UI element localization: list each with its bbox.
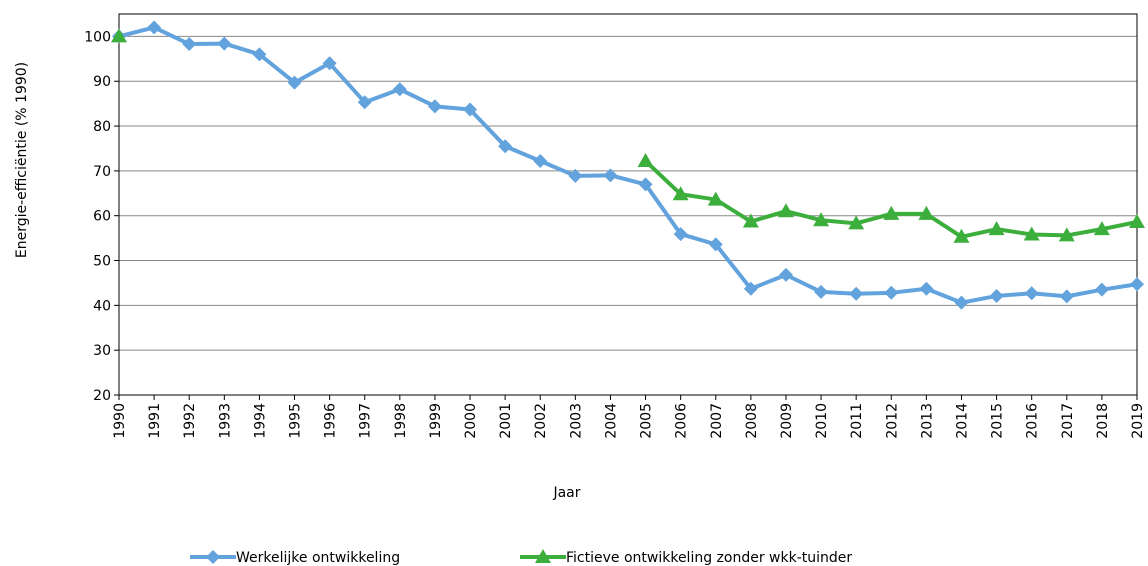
- x-tick-label: 2011: [849, 403, 865, 439]
- x-tick-label: 2002: [533, 403, 549, 439]
- x-axis-title: Jaar: [552, 485, 580, 501]
- x-tick-label: 1993: [217, 403, 233, 439]
- marker: [533, 154, 548, 169]
- marker: [498, 139, 513, 154]
- marker: [1024, 286, 1039, 301]
- marker: [884, 285, 899, 300]
- x-tick-label: 2014: [954, 403, 970, 439]
- x-tick-label: 2007: [709, 403, 725, 439]
- marker: [954, 295, 969, 310]
- marker: [989, 288, 1004, 303]
- y-tick-label: 80: [93, 119, 111, 135]
- marker: [953, 228, 970, 243]
- marker: [1023, 226, 1040, 241]
- marker: [147, 20, 162, 35]
- x-tick-label: 2015: [990, 403, 1006, 439]
- marker: [672, 186, 689, 201]
- marker: [918, 205, 935, 220]
- marker: [217, 36, 232, 51]
- x-tick-label: 1996: [323, 403, 339, 439]
- marker: [392, 82, 407, 97]
- marker: [919, 281, 934, 296]
- marker: [707, 191, 724, 206]
- y-tick-label: 40: [93, 298, 111, 314]
- x-tick-label: 2009: [779, 403, 795, 439]
- x-tick-label: 2012: [884, 403, 900, 439]
- marker: [111, 28, 127, 43]
- marker: [1130, 277, 1144, 292]
- x-tick-label: 2003: [568, 403, 584, 439]
- x-tick-label: 2000: [463, 403, 479, 439]
- x-tick-label: 1991: [147, 403, 163, 439]
- marker: [883, 205, 900, 220]
- legend-item: Werkelijke ontwikkeling: [190, 550, 400, 566]
- marker: [813, 212, 830, 227]
- marker: [1094, 282, 1109, 297]
- marker: [252, 47, 267, 62]
- x-tick-label: 2001: [498, 403, 514, 439]
- marker: [322, 56, 337, 71]
- x-tick-label: 2005: [639, 403, 655, 439]
- marker: [182, 37, 197, 52]
- x-tick-label: 2017: [1060, 403, 1076, 439]
- marker: [1059, 289, 1074, 304]
- marker: [988, 221, 1005, 236]
- x-tick-label: 2004: [603, 403, 619, 439]
- marker: [1093, 221, 1110, 236]
- x-tick-label: 2008: [744, 403, 760, 439]
- marker: [357, 95, 372, 110]
- x-tick-label: 1994: [252, 403, 268, 439]
- marker: [778, 267, 793, 282]
- x-tick-label: 1995: [288, 403, 304, 439]
- x-tick-label: 1992: [182, 403, 198, 439]
- marker: [814, 284, 829, 299]
- x-tick-label: 1999: [428, 403, 444, 439]
- legend-label: Werkelijke ontwikkeling: [236, 550, 400, 566]
- y-tick-label: 60: [93, 209, 111, 225]
- marker: [206, 550, 220, 564]
- marker: [743, 281, 758, 296]
- y-tick-label: 30: [93, 343, 111, 359]
- marker: [287, 75, 302, 90]
- marker: [535, 549, 551, 563]
- marker: [427, 99, 442, 114]
- y-axis-title: Energie-efficiëntie (% 1990): [14, 62, 30, 258]
- y-tick-label: 20: [93, 388, 111, 404]
- y-tick-label: 70: [93, 164, 111, 180]
- legend-label: Fictieve ontwikkeling zonder wkk-tuinder: [566, 550, 852, 566]
- marker: [708, 237, 723, 252]
- legend-item: Fictieve ontwikkeling zonder wkk-tuinder: [520, 549, 852, 566]
- marker: [637, 153, 654, 168]
- x-tick-label: 2010: [814, 403, 830, 439]
- x-tick-label: 1990: [112, 403, 128, 439]
- x-tick-label: 2016: [1025, 403, 1041, 439]
- x-tick-label: 2006: [674, 403, 690, 439]
- marker: [1129, 213, 1145, 228]
- marker: [742, 213, 759, 228]
- marker: [848, 215, 865, 230]
- marker: [638, 177, 653, 192]
- y-tick-label: 100: [84, 29, 111, 45]
- marker: [603, 168, 618, 183]
- series-line: [118, 25, 1138, 305]
- marker: [777, 203, 794, 218]
- y-tick-label: 90: [93, 74, 111, 90]
- x-tick-label: 2018: [1095, 403, 1111, 439]
- x-tick-label: 2013: [919, 403, 935, 439]
- x-tick-label: 2019: [1130, 403, 1146, 439]
- marker: [568, 168, 583, 183]
- marker: [1058, 227, 1075, 242]
- y-tick-label: 50: [93, 254, 111, 270]
- marker: [463, 102, 478, 117]
- plot-area: [118, 13, 1138, 396]
- x-tick-label: 1998: [393, 403, 409, 439]
- marker: [673, 227, 688, 242]
- marker: [849, 286, 864, 301]
- x-tick-label: 1997: [358, 403, 374, 439]
